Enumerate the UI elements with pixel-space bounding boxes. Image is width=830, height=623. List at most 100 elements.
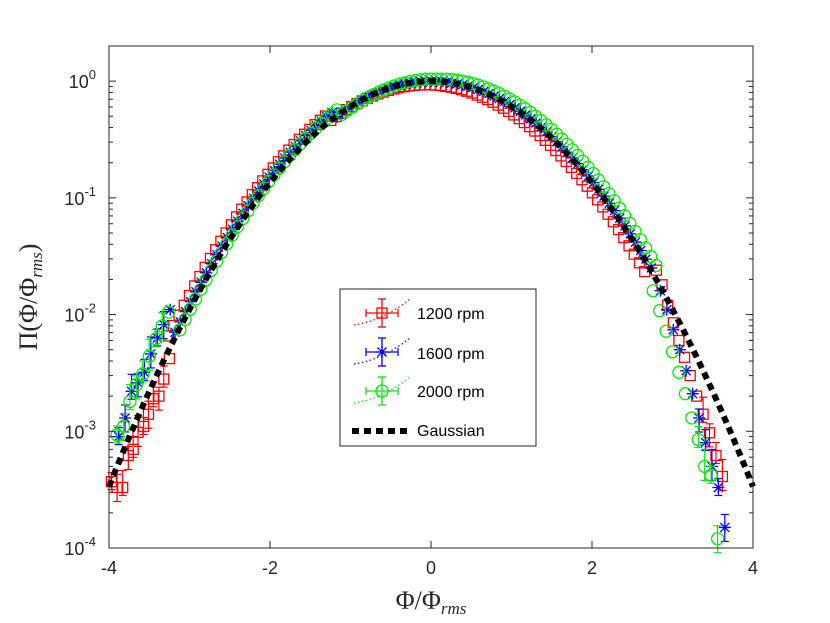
legend-marker <box>376 307 388 319</box>
data-point <box>161 305 176 319</box>
marker-circle <box>116 419 131 434</box>
marker-circle <box>403 74 417 89</box>
marker-circle <box>129 378 144 392</box>
marker-square <box>691 390 703 402</box>
marker-asterisk <box>693 411 706 424</box>
legend-label-2000: 2000 rpm <box>417 384 485 401</box>
marker-circle <box>142 349 156 363</box>
marker-asterisk <box>718 521 731 534</box>
data-point <box>697 408 709 420</box>
x-axis-label-main: Φ/Φ <box>396 586 441 615</box>
gaussian-curve <box>106 78 756 488</box>
marker-asterisk <box>119 411 132 424</box>
y-axis-label: Π(Φ/Φrms) <box>14 244 46 351</box>
data-point <box>131 376 144 389</box>
marker-circle <box>652 304 667 318</box>
data-point <box>155 319 169 333</box>
marker-circle <box>173 323 187 337</box>
marker-square <box>710 449 722 462</box>
data-point <box>672 365 686 379</box>
y-tick-label: 10-1 <box>64 184 96 209</box>
marker-circle <box>123 394 137 409</box>
data-point <box>685 411 699 425</box>
marker-circle <box>375 384 389 398</box>
marker-circle <box>256 181 271 196</box>
marker-asterisk <box>125 385 138 398</box>
data-point <box>659 324 673 338</box>
data-point <box>116 419 131 434</box>
marker-circle <box>678 387 693 401</box>
data-point <box>157 318 170 331</box>
y-tick-label: 10-2 <box>64 301 96 326</box>
x-tick-label: 0 <box>426 558 436 578</box>
y-tick-label: 10-3 <box>64 417 96 442</box>
ticks-layer: -4 -2 0 2 4 10-4 10-3 10-2 10-1 100 <box>64 45 758 578</box>
marker-circle <box>665 345 680 359</box>
data-point <box>413 73 428 87</box>
marker-asterisk <box>667 323 680 336</box>
data-point <box>144 347 157 360</box>
data-point <box>680 364 693 377</box>
marker-circle <box>704 468 718 482</box>
data-point <box>142 408 155 420</box>
data-point <box>665 345 680 359</box>
data-point <box>440 72 454 86</box>
marker-square <box>142 408 155 420</box>
data-point <box>127 443 139 456</box>
data-point <box>112 430 125 443</box>
marker-square <box>158 373 170 385</box>
data-point <box>691 432 705 447</box>
marker-asterisk <box>673 343 686 356</box>
data-point <box>691 390 703 402</box>
data-point <box>125 385 138 398</box>
legend-box <box>339 288 537 447</box>
data-point <box>117 481 129 494</box>
marker-asterisk <box>144 347 157 360</box>
error-bar <box>132 375 141 400</box>
marker-circle <box>440 72 454 86</box>
marker-circle <box>161 305 176 319</box>
marker-square <box>673 334 685 347</box>
marker-asterisk <box>138 366 151 379</box>
marker-asterisk <box>151 331 164 344</box>
marker-square <box>127 443 139 456</box>
data-point <box>652 304 667 318</box>
marker-square <box>153 390 165 402</box>
error-bar <box>694 425 703 449</box>
error-bar <box>718 458 727 492</box>
data-point <box>138 366 151 379</box>
marker-asterisk <box>112 430 125 443</box>
marker-circle <box>178 312 192 327</box>
marker-asterisk <box>164 303 177 316</box>
marker-circle <box>602 186 616 201</box>
data-point <box>678 351 691 363</box>
data-point <box>173 323 187 337</box>
data-point <box>667 323 680 336</box>
marker-circle <box>155 319 169 333</box>
marker-asterisk <box>712 481 725 494</box>
data-point <box>153 390 165 402</box>
data-point <box>151 331 164 344</box>
data-point <box>673 343 686 356</box>
data-point <box>256 181 271 196</box>
y-axis-label-sub: rms <box>27 252 46 278</box>
data-point <box>136 367 150 381</box>
y-axis-label-main: Π(Φ/Φ <box>14 278 43 351</box>
marker-asterisk <box>131 376 144 389</box>
marker-square <box>117 481 129 494</box>
data-point <box>178 312 192 327</box>
data-point <box>693 411 706 424</box>
legend-label-gaussian: Gaussian <box>417 423 485 440</box>
data-point <box>710 532 725 546</box>
data-point <box>699 436 712 449</box>
marker-square <box>376 307 388 319</box>
marker-asterisk <box>686 387 699 400</box>
data-point <box>710 449 722 462</box>
marker-asterisk <box>699 436 712 449</box>
marker-asterisk <box>660 303 673 316</box>
gaussian-layer <box>106 78 756 488</box>
data-point <box>704 468 718 482</box>
legend-label-1200: 1200 rpm <box>417 306 485 323</box>
data-point <box>660 303 673 316</box>
